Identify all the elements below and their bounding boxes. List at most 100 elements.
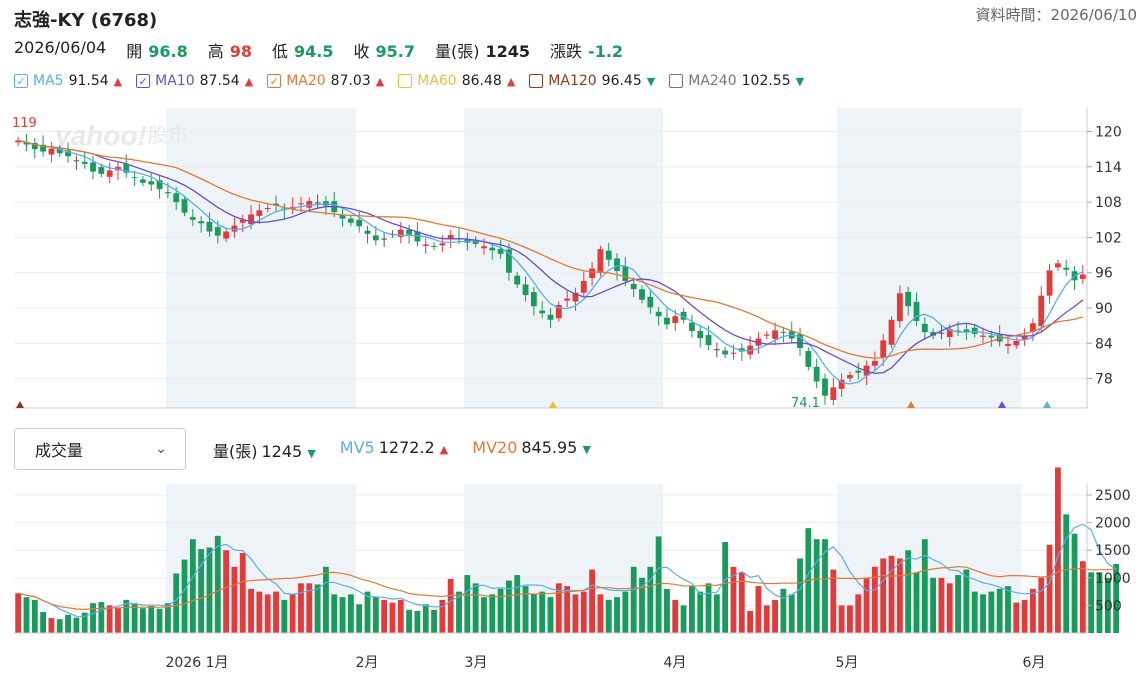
stock-title: 志強-KY (6768) (14, 10, 158, 31)
volume-bar (971, 591, 978, 633)
volume-bar (198, 549, 205, 633)
volume-bar (397, 599, 404, 633)
volume-bar (339, 597, 346, 633)
legend-ma120[interactable]: MA120 96.45 ▼ (529, 73, 655, 89)
candle (589, 262, 596, 286)
arrow-up-icon: ▲ (506, 74, 516, 88)
candle (530, 287, 537, 316)
volume-bar (1046, 544, 1053, 633)
volume-bar (688, 586, 695, 633)
candle (622, 257, 629, 286)
open-value: 96.8 (148, 42, 188, 61)
candle (505, 243, 512, 281)
volume-bar (364, 591, 371, 633)
candle (15, 136, 22, 146)
candle (664, 308, 670, 330)
checkbox-icon[interactable] (398, 74, 413, 88)
legend-ma5[interactable]: ✓ MA5 91.54 ▲ (14, 73, 122, 89)
volume-bar (863, 577, 870, 633)
candle (1054, 259, 1061, 271)
mv5-label: MV5 (339, 438, 375, 457)
volume-bar (289, 594, 296, 633)
volume-bar (921, 539, 928, 633)
candle (797, 327, 803, 356)
volume-bar (314, 584, 321, 633)
volume-bar (822, 539, 828, 633)
volume-bar (1038, 577, 1045, 633)
legend-ma20[interactable]: ✓ MA20 87.03 ▲ (267, 73, 384, 89)
volume-bar (564, 586, 571, 633)
legend-ma60[interactable]: MA60 86.48 ▲ (398, 73, 515, 89)
volume-bar (23, 597, 30, 633)
volume-bar (580, 591, 587, 633)
volume-bar (106, 605, 113, 633)
volume-bar (1096, 572, 1103, 633)
candle (189, 209, 196, 227)
candle (555, 301, 562, 322)
volume-bar (988, 591, 995, 633)
mv20-line (18, 566, 1117, 610)
ma-lines (18, 139, 1084, 385)
ma20-line (18, 139, 1084, 359)
volume-bar (439, 599, 446, 633)
legend-ma240[interactable]: MA240 102.55 ▼ (669, 73, 804, 89)
event-markers (16, 401, 1051, 408)
volume-tick-label: 2000 (1095, 516, 1131, 532)
arrow-down-icon: ▼ (795, 74, 805, 88)
volume-bar (963, 569, 970, 633)
checkbox-icon[interactable]: ✓ (267, 74, 282, 88)
price-tick-label: 102 (1095, 230, 1122, 246)
price-tick-label: 84 (1095, 336, 1113, 352)
volume-bar (356, 604, 363, 633)
volume-bar (372, 597, 379, 633)
volume-bar (15, 593, 22, 633)
x-tick-label: 6月 (1023, 655, 1046, 671)
candle (830, 378, 837, 406)
volume-bar (1054, 467, 1061, 633)
volume-bar (123, 599, 130, 633)
legend-name: MA120 (548, 73, 597, 89)
candle (980, 327, 986, 344)
volume-bar (264, 594, 271, 633)
volume-bar (530, 594, 537, 633)
volume-bar (281, 599, 288, 633)
candle (564, 290, 571, 308)
volume-bar (847, 605, 853, 633)
volume-bar (930, 577, 937, 633)
candle (90, 155, 96, 180)
candle (1063, 259, 1070, 277)
indicator-select[interactable]: 成交量 ⌄ (14, 428, 186, 470)
price-tick-label: 108 (1095, 195, 1122, 211)
volume-tick-label: 2500 (1095, 488, 1131, 504)
candle (364, 225, 371, 244)
volume-bar (156, 608, 163, 633)
volume-bar (755, 586, 762, 633)
candle (780, 326, 787, 343)
candle (1046, 263, 1053, 304)
volume-bar (763, 605, 770, 633)
candle (788, 321, 795, 344)
volume-bar (830, 569, 837, 633)
legend-ma10[interactable]: ✓ MA10 87.54 ▲ (136, 73, 253, 89)
volume-bar (597, 594, 604, 633)
volume-bar (697, 591, 704, 633)
volume-bar (223, 550, 230, 633)
price-tick-label: 90 (1095, 301, 1113, 317)
checkbox-icon[interactable] (529, 74, 544, 88)
volume-bar (148, 605, 155, 633)
candle (971, 324, 978, 338)
candle (156, 175, 163, 199)
checkbox-icon[interactable] (669, 74, 684, 88)
volume-bar (522, 586, 529, 633)
candle (572, 287, 579, 311)
checkbox-icon[interactable]: ✓ (136, 74, 151, 88)
checkbox-icon[interactable]: ✓ (14, 74, 28, 88)
mv5-line (18, 523, 1117, 618)
x-tick-label: 3月 (465, 655, 488, 671)
candle (181, 195, 188, 217)
volume-bar (472, 583, 479, 633)
ma-legend: ✓ MA5 91.54 ▲ ✓ MA10 87.54 ▲ ✓ MA20 87.03 ▲ MA60 8… (14, 73, 804, 89)
high-value: 98 (229, 42, 252, 61)
volume-bar (206, 547, 213, 633)
